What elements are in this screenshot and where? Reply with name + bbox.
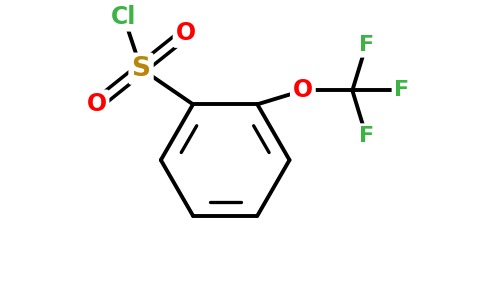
Text: O: O	[176, 21, 196, 45]
Text: O: O	[87, 92, 106, 116]
Text: S: S	[132, 56, 151, 82]
Text: F: F	[359, 35, 374, 55]
Text: Cl: Cl	[111, 5, 136, 29]
Text: F: F	[394, 80, 409, 100]
Text: F: F	[359, 126, 374, 146]
Text: O: O	[293, 79, 313, 103]
